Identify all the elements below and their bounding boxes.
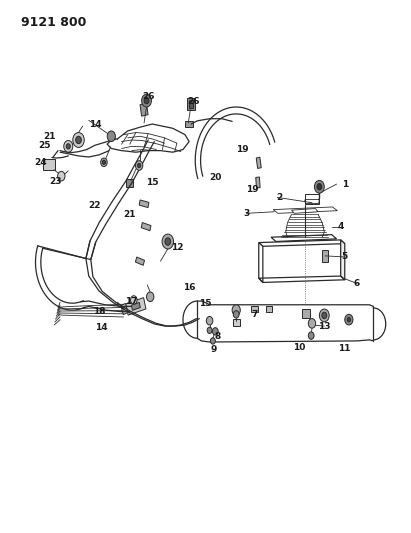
Text: 15: 15 — [146, 178, 159, 187]
Text: 9121 800: 9121 800 — [21, 15, 87, 29]
Text: 10: 10 — [293, 343, 306, 352]
Text: 3: 3 — [243, 209, 249, 218]
Bar — [322, 250, 328, 262]
Circle shape — [76, 136, 81, 144]
Text: 23: 23 — [50, 177, 62, 186]
Polygon shape — [273, 207, 337, 213]
Bar — [256, 157, 261, 168]
Bar — [189, 100, 193, 108]
Text: 17: 17 — [125, 296, 138, 305]
Bar — [132, 302, 140, 310]
Circle shape — [107, 131, 115, 142]
Bar — [126, 179, 134, 187]
Bar — [136, 257, 145, 265]
Polygon shape — [271, 235, 337, 241]
Circle shape — [212, 328, 218, 335]
Circle shape — [165, 238, 171, 245]
Circle shape — [347, 318, 351, 322]
Text: 26: 26 — [142, 92, 155, 101]
Bar — [252, 306, 258, 312]
Text: 21: 21 — [123, 210, 136, 219]
Text: 14: 14 — [89, 119, 101, 128]
Bar — [256, 177, 260, 188]
Circle shape — [142, 94, 151, 107]
Bar — [305, 193, 319, 204]
Bar — [121, 303, 128, 314]
Circle shape — [232, 305, 240, 316]
Text: 19: 19 — [236, 145, 249, 154]
Text: 24: 24 — [35, 158, 47, 167]
Text: 19: 19 — [246, 185, 259, 194]
Text: 2: 2 — [276, 193, 282, 202]
Bar — [139, 200, 149, 207]
Bar — [266, 306, 272, 312]
Circle shape — [73, 133, 84, 148]
Circle shape — [131, 296, 137, 304]
Text: 6: 6 — [354, 279, 360, 288]
Text: 21: 21 — [44, 132, 56, 141]
Bar — [233, 319, 240, 326]
Polygon shape — [341, 240, 345, 280]
Circle shape — [322, 312, 327, 319]
Text: 9: 9 — [210, 345, 217, 354]
Circle shape — [138, 164, 141, 167]
Text: 8: 8 — [215, 332, 221, 341]
Polygon shape — [291, 208, 318, 213]
Bar — [126, 297, 146, 315]
Circle shape — [233, 311, 239, 318]
Text: 1: 1 — [342, 180, 348, 189]
Circle shape — [101, 158, 107, 166]
Circle shape — [102, 160, 106, 165]
Text: 22: 22 — [89, 201, 101, 210]
Bar — [43, 159, 55, 169]
Text: 14: 14 — [95, 323, 107, 332]
Circle shape — [146, 292, 154, 302]
Text: 4: 4 — [337, 222, 344, 231]
Circle shape — [345, 314, 353, 325]
Circle shape — [210, 338, 215, 344]
Text: 16: 16 — [183, 283, 195, 292]
Text: 11: 11 — [339, 344, 351, 353]
Bar — [141, 223, 151, 231]
Text: 25: 25 — [39, 141, 51, 150]
Circle shape — [317, 183, 322, 190]
Text: 18: 18 — [93, 307, 105, 316]
Circle shape — [136, 161, 143, 170]
Polygon shape — [259, 243, 263, 282]
Circle shape — [64, 141, 73, 152]
Circle shape — [308, 332, 314, 340]
Circle shape — [58, 171, 65, 181]
Bar — [187, 98, 195, 110]
Bar — [185, 122, 193, 127]
Text: 12: 12 — [171, 244, 183, 253]
Circle shape — [314, 180, 324, 193]
Text: 13: 13 — [318, 321, 330, 330]
Polygon shape — [259, 240, 345, 246]
Circle shape — [66, 144, 70, 149]
Circle shape — [144, 98, 149, 104]
Circle shape — [206, 317, 213, 325]
Circle shape — [162, 234, 173, 249]
Text: 15: 15 — [199, 299, 212, 308]
Bar — [302, 309, 310, 318]
Text: 5: 5 — [342, 253, 348, 261]
Bar — [140, 103, 148, 116]
Circle shape — [207, 327, 212, 334]
Text: 20: 20 — [210, 173, 222, 182]
Text: 26: 26 — [187, 97, 199, 106]
Circle shape — [319, 309, 329, 322]
Circle shape — [308, 319, 316, 328]
Text: 7: 7 — [252, 310, 258, 319]
